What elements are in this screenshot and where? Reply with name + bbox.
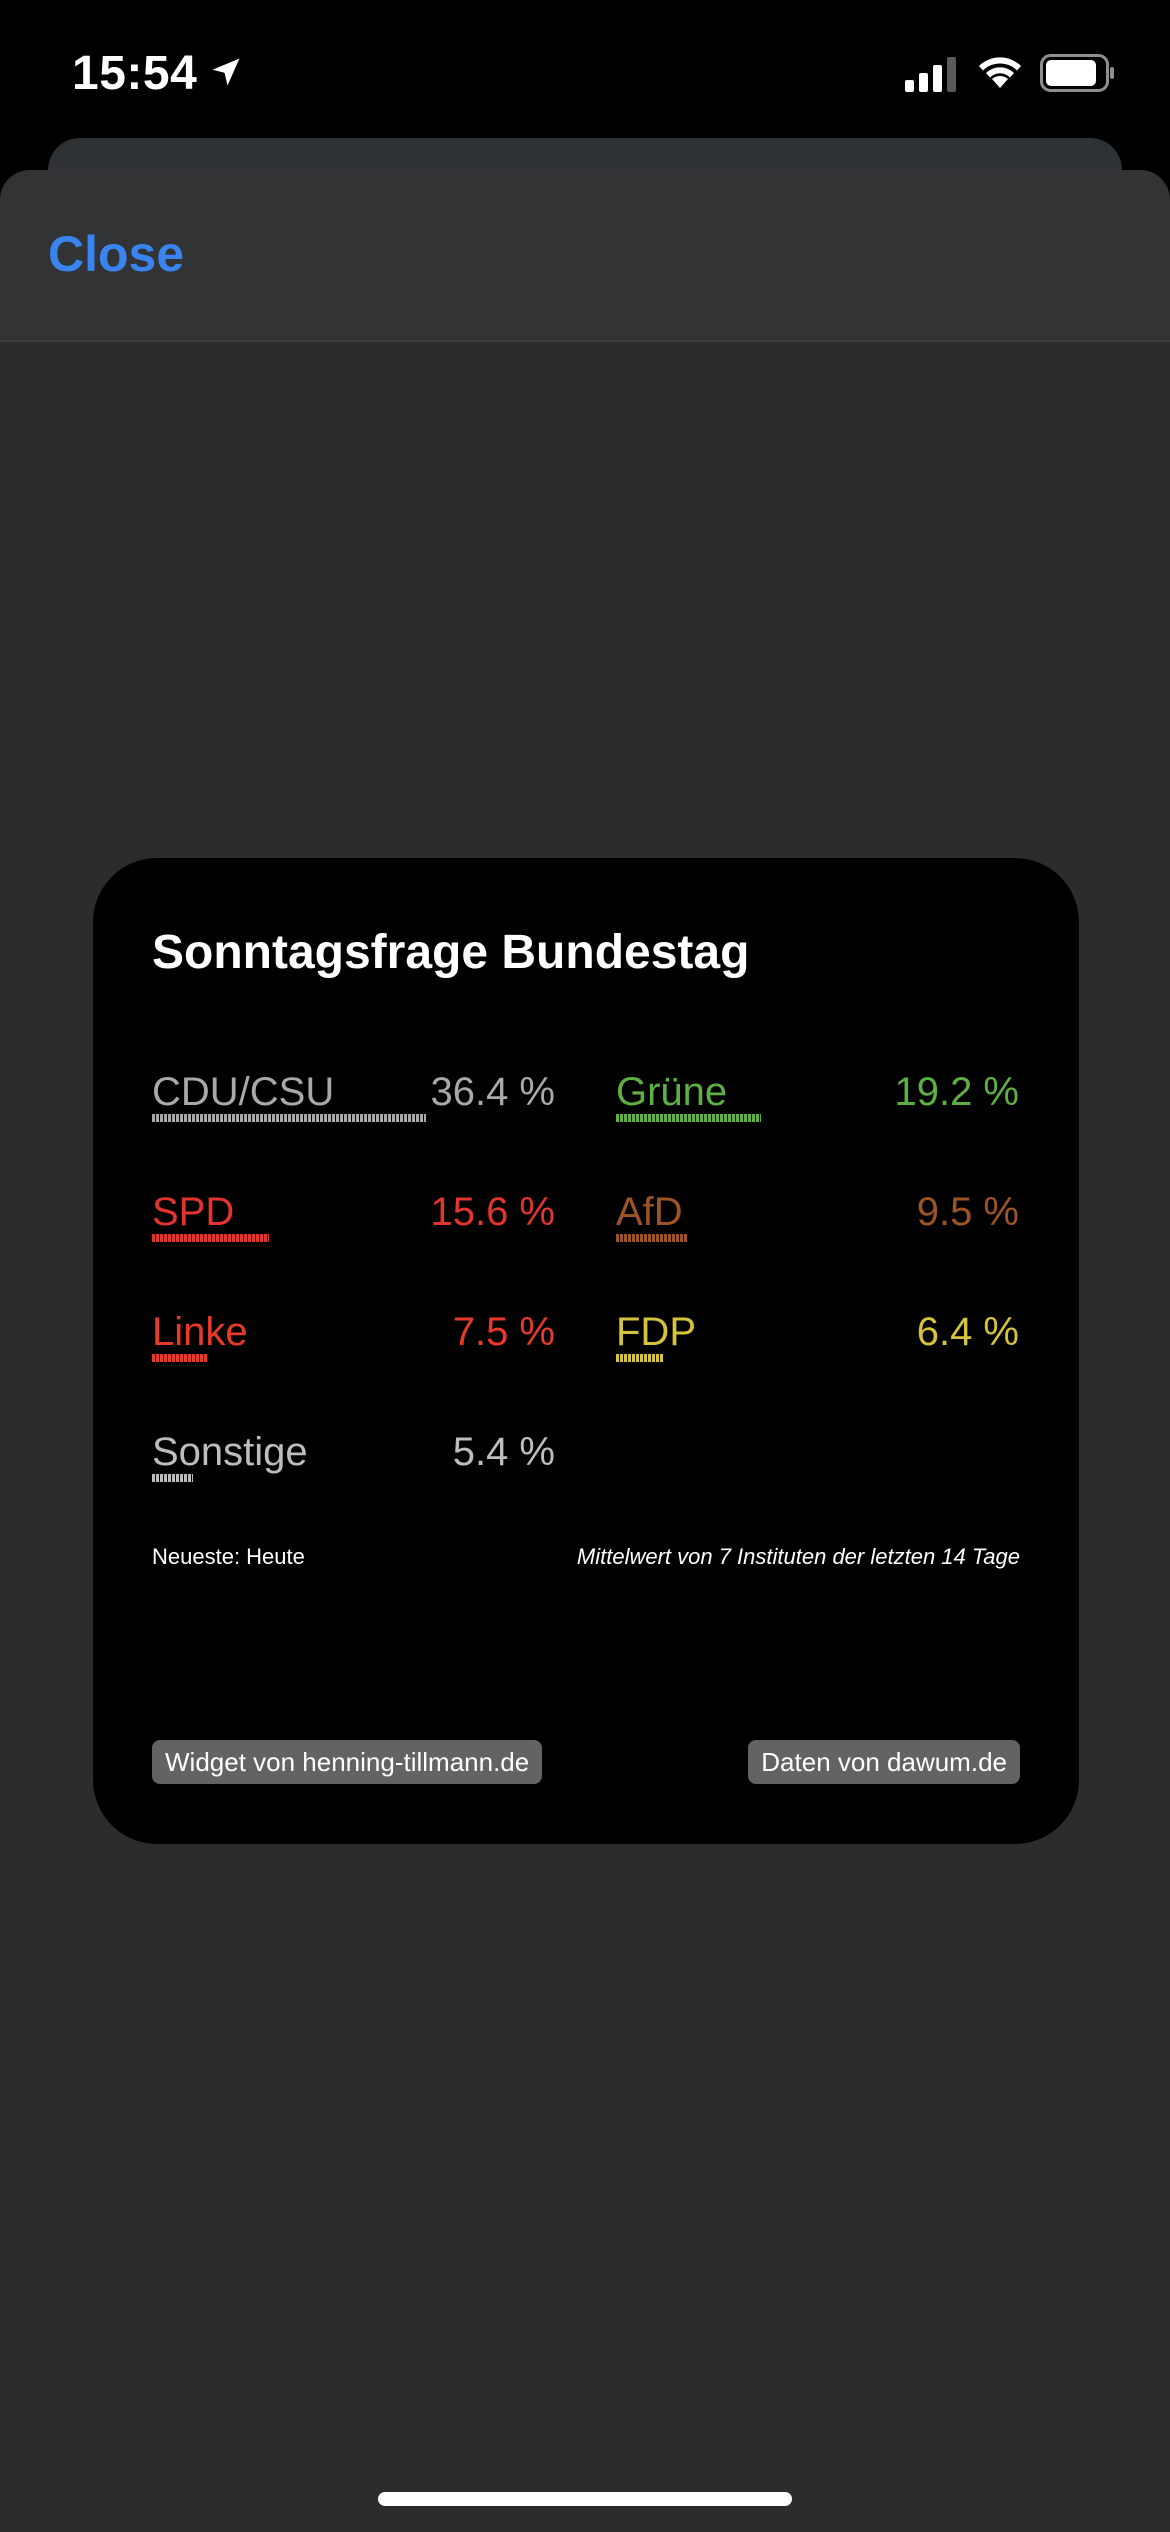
location-arrow-icon [212, 58, 240, 86]
party-bar [616, 1114, 761, 1122]
cellular-signal-icon [905, 57, 956, 92]
party-entry: Linke 7.5 % [152, 1306, 555, 1386]
widget-title: Sonntagsfrage Bundestag [152, 926, 750, 979]
data-credit-button[interactable]: Daten von dawum.de [748, 1740, 1020, 1784]
party-entry: SPD 15.6 % [152, 1186, 555, 1266]
battery-icon [1040, 54, 1114, 92]
party-name: AfD [616, 1190, 683, 1234]
newest-label: Neueste: Heute [152, 1544, 305, 1569]
wifi-icon [979, 57, 1021, 88]
party-bar [152, 1354, 208, 1362]
party-value: 19.2 % [894, 1070, 1019, 1114]
party-entry: Grüne 19.2 % [616, 1066, 1019, 1146]
party-entry: CDU/CSU 36.4 % [152, 1066, 555, 1146]
party-entry: AfD 9.5 % [616, 1186, 1019, 1266]
party-name: CDU/CSU [152, 1070, 335, 1114]
widget-credit-button[interactable]: Widget von henning-tillmann.de [152, 1740, 543, 1784]
party-value: 9.5 % [916, 1190, 1019, 1234]
party-name: Sonstige [152, 1430, 308, 1474]
party-value: 5.4 % [452, 1430, 555, 1474]
party-name: Linke [152, 1310, 248, 1354]
party-bar [152, 1234, 269, 1242]
party-bar [616, 1234, 688, 1242]
home-indicator[interactable] [378, 2492, 792, 2506]
party-name: SPD [152, 1190, 235, 1234]
sonntagsfrage-widget: Sonntagsfrage Bundestag CDU/CSU 36.4 % Grü… [93, 858, 1079, 1844]
party-name: FDP [616, 1310, 696, 1354]
status-time: 15:54 [72, 47, 198, 100]
close-button[interactable]: Close [48, 226, 185, 282]
party-value: 36.4 % [430, 1070, 555, 1114]
party-value: 7.5 % [452, 1310, 555, 1354]
party-value: 15.6 % [430, 1190, 555, 1234]
party-entry: Sonstige 5.4 % [152, 1426, 555, 1506]
party-entry: FDP 6.4 % [616, 1306, 1019, 1386]
party-bar [152, 1474, 193, 1482]
navigation-bar: Close [0, 170, 1170, 342]
party-name: Grüne [616, 1070, 728, 1114]
party-bar [152, 1114, 426, 1122]
average-label: Mittelwert von 7 Instituten der letzten … [576, 1544, 1020, 1569]
status-bar: 15:54 [0, 0, 1170, 140]
party-value: 6.4 % [916, 1310, 1019, 1354]
party-bar [616, 1354, 664, 1362]
